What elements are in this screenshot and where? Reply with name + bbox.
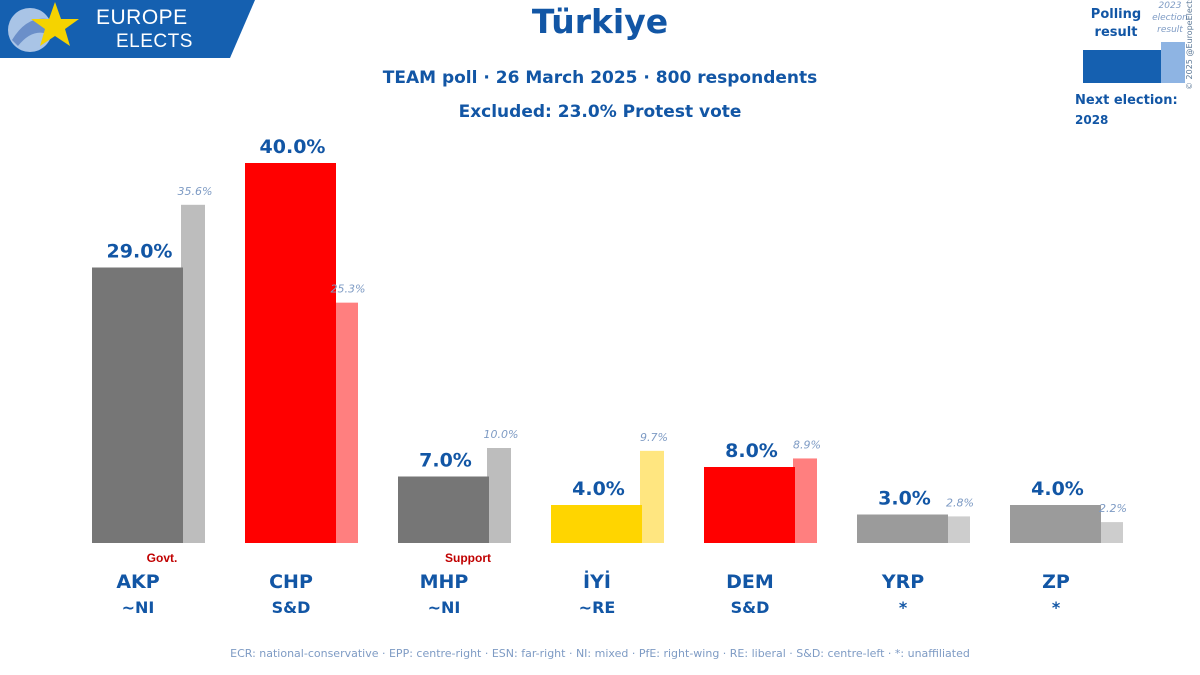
polling-value-label: 7.0% (419, 450, 472, 472)
polling-value-label: 8.0% (725, 440, 778, 462)
legend-polling-label: Polling result (1090, 7, 1142, 40)
previous-bar-akp (181, 204, 205, 544)
legend-polling-swatch (1083, 50, 1161, 83)
coalition-role-label: Govt. (147, 551, 178, 565)
polling-bar-akp (92, 267, 183, 543)
previous-bar-chp (334, 302, 358, 543)
previous-value-label: 8.9% (793, 438, 821, 451)
party-name-label: YRP (881, 571, 924, 593)
polling-bar-yrp (857, 514, 948, 543)
excluded-note: Excluded: 23.0% Protest vote (458, 102, 742, 122)
party-group-label: * (899, 598, 908, 617)
polling-bar-zp (1010, 505, 1101, 543)
party-name-label: İYİ (583, 569, 611, 593)
polling-value-label: 3.0% (878, 488, 931, 510)
logo-line1: EUROPE (96, 6, 188, 29)
star-icon (31, 2, 79, 46)
party-group-label: S&D (731, 598, 770, 617)
previous-value-label: 2.8% (946, 496, 974, 509)
legend-previous-label: 2023 election result (1152, 1, 1188, 35)
party-group-label: ~RE (579, 598, 616, 617)
poll-subtitle: TEAM poll · 26 March 2025 · 800 responde… (382, 68, 818, 88)
polling-value-label: 4.0% (572, 478, 625, 500)
party-group-label: * (1052, 598, 1061, 617)
polling-value-label: 29.0% (107, 241, 173, 263)
logo-badge (0, 0, 255, 58)
previous-bar-iyi (640, 450, 664, 543)
logo-line2: ELECTS (116, 31, 193, 52)
europe-elects-logo: EUROPE ELECTS (0, 0, 260, 58)
previous-bar-zp (1099, 522, 1123, 543)
party-group-label: S&D (272, 598, 311, 617)
chart-title: Türkiye (531, 2, 669, 41)
legend-previous-swatch (1161, 42, 1185, 83)
group-legend-footer: ECR: national-conservative · EPP: centre… (230, 647, 970, 660)
party-name-label: CHP (269, 571, 313, 593)
party-name-label: AKP (116, 571, 159, 593)
previous-bar-dem (793, 458, 817, 543)
coalition-role-label: Support (445, 551, 491, 565)
previous-bar-mhp (487, 448, 511, 543)
polling-value-label: 40.0% (260, 136, 326, 158)
polling-bar-mhp (398, 476, 489, 543)
previous-value-label: 9.7% (640, 431, 668, 444)
previous-value-label: 2.2% (1099, 502, 1127, 515)
previous-value-label: 35.6% (178, 185, 213, 198)
polling-bar-dem (704, 467, 795, 543)
polling-value-label: 4.0% (1031, 478, 1084, 500)
polling-bar-chp (245, 163, 336, 543)
next-election-year: 2028 (1075, 113, 1109, 127)
previous-value-label: 25.3% (331, 283, 366, 296)
party-group-label: ~NI (428, 598, 461, 617)
polling-bar-iyi (551, 505, 642, 543)
previous-value-label: 10.0% (484, 428, 519, 441)
previous-bar-yrp (946, 516, 970, 543)
next-election-label: Next election: (1075, 93, 1178, 108)
party-name-label: DEM (726, 571, 774, 593)
party-name-label: ZP (1042, 571, 1070, 593)
party-group-label: ~NI (122, 598, 155, 617)
party-name-label: MHP (420, 571, 469, 593)
